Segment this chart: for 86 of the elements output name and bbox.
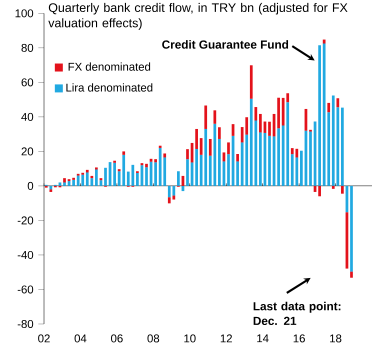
- x-tick-label: 16: [294, 334, 305, 342]
- bar: [95, 167, 98, 170]
- bar: [163, 157, 166, 186]
- bar: [245, 117, 248, 135]
- bar: [158, 148, 162, 186]
- bar: [168, 186, 171, 198]
- bar: [282, 126, 285, 186]
- bar: [213, 110, 216, 124]
- bar: [131, 164, 134, 186]
- bar: [126, 172, 130, 186]
- bar: [177, 171, 180, 186]
- bar: [250, 98, 253, 186]
- x-tick-label: 10: [184, 334, 196, 342]
- bar: [76, 176, 80, 186]
- bar: [172, 186, 176, 196]
- bar: [236, 154, 239, 162]
- y-tick-label: -60: [18, 285, 34, 294]
- bar: [290, 148, 294, 154]
- bar: [259, 132, 262, 186]
- y-tick-label: 60: [22, 78, 34, 86]
- annotation: Last data point: Dec. 21: [254, 302, 340, 326]
- bar: [254, 120, 258, 186]
- x-tick-label: 08: [147, 334, 160, 342]
- bar: [172, 196, 176, 200]
- bar: [204, 128, 208, 186]
- bar: [295, 157, 298, 186]
- bar: [213, 124, 216, 186]
- bar: [346, 212, 348, 269]
- bar: [90, 178, 94, 186]
- bar: [49, 186, 52, 190]
- bar: [240, 127, 244, 142]
- bar: [182, 176, 184, 186]
- y-tick-label: -40: [18, 250, 34, 259]
- bar: [232, 124, 234, 136]
- x-tick-label: 06: [111, 334, 123, 342]
- y-tick-label: 20: [22, 147, 34, 156]
- x-tick-label: 02: [38, 334, 50, 342]
- bar: [200, 154, 203, 186]
- bar: [122, 151, 126, 155]
- y-tick-label: 40: [21, 112, 34, 121]
- annotation: Credit Guarantee Fund: [162, 40, 288, 49]
- y-tick-label: 0: [28, 182, 34, 190]
- bar: [182, 186, 184, 192]
- bar: [336, 98, 340, 108]
- bar: [86, 172, 89, 186]
- bar: [341, 186, 344, 194]
- legend-label: FX denominated: [68, 62, 150, 71]
- bar: [327, 112, 330, 186]
- bar: [218, 127, 221, 139]
- bar: [282, 98, 285, 126]
- bar: [295, 148, 298, 158]
- bar: [332, 186, 335, 189]
- bar: [168, 197, 171, 204]
- y-tick-label: 100: [16, 9, 34, 18]
- x-tick-label: 14: [257, 334, 269, 342]
- bar: [122, 154, 126, 186]
- bar: [332, 95, 335, 186]
- bar: [208, 138, 212, 156]
- bar: [350, 272, 353, 278]
- bar: [336, 107, 340, 186]
- bar: [250, 65, 253, 99]
- bar: [322, 40, 326, 44]
- bar: [300, 150, 303, 186]
- bar: [204, 105, 208, 129]
- y-tick-label: -80: [18, 320, 34, 328]
- y-tick-label: -20: [18, 216, 34, 224]
- bar: [290, 154, 294, 186]
- chart-title: Quarterly bank credit flow, in TRY bn (adjusted for FX valuation effects): [48, 2, 348, 30]
- bar: [163, 153, 166, 158]
- x-tick-label: 12: [220, 334, 232, 342]
- y-tick-label: 80: [22, 44, 34, 52]
- bar: [81, 174, 84, 186]
- bar: [341, 108, 344, 186]
- bar: [208, 156, 212, 186]
- x-tick-label: 04: [74, 334, 86, 342]
- bar: [118, 171, 121, 186]
- bar: [322, 44, 326, 186]
- bar: [286, 102, 290, 186]
- bar: [254, 107, 258, 121]
- bar: [259, 114, 262, 132]
- bar: [245, 134, 248, 186]
- bar: [286, 93, 290, 102]
- x-tick-label: 18: [330, 334, 342, 342]
- legend-label: Lira denominated: [66, 83, 152, 92]
- bar: [200, 138, 203, 155]
- bar: [240, 142, 244, 186]
